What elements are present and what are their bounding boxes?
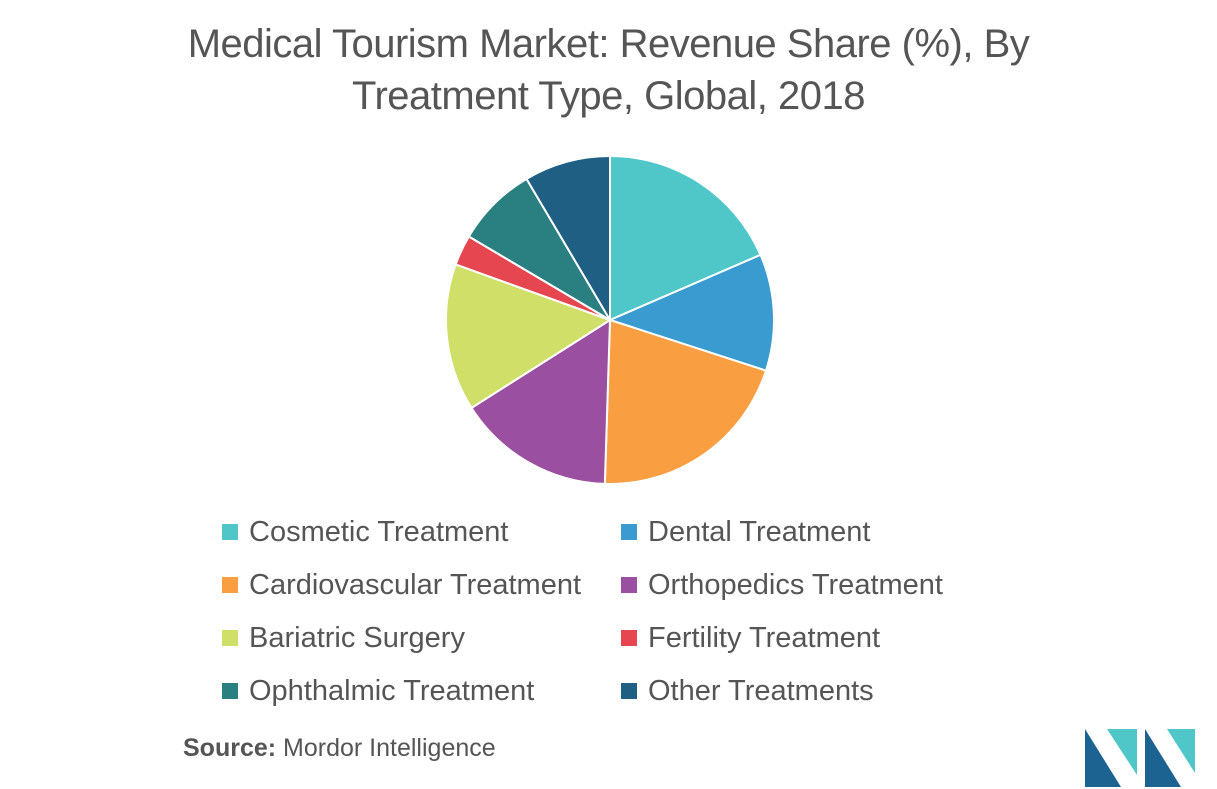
legend-label: Cosmetic Treatment [249,515,509,548]
logo-shape-middle [1107,729,1137,775]
legend-label: Fertility Treatment [648,621,881,654]
source-label: Source: [183,734,277,762]
pie-slice-cosmetic-treatment [609,154,762,322]
legend-label: Orthopedics Treatment [648,568,943,601]
chart-title-line-2: Treatment Type, Global, 2018 [352,74,865,118]
pie-slice-dental-treatment [607,253,775,372]
pie-slice-other-treatments [525,154,611,324]
legend-label: Bariatric Surgery [249,621,465,654]
pie-slice-bariatric-surgery [445,263,613,410]
pie-slice-cardiovascular-treatment [603,318,768,485]
legend-swatch [222,524,238,540]
legend-label: Ophthalmic Treatment [249,674,535,707]
source-note: Source: Mordor Intelligence [183,734,496,763]
legend-swatch [222,630,238,646]
logo-shape-left [1085,729,1121,787]
legend-label: Cardiovascular Treatment [249,568,582,601]
logo-shape-accent [1167,729,1195,773]
legend-item: Other Treatments [621,671,874,711]
chart-title-line-1: Medical Tourism Market: Revenue Share (%… [187,22,1030,66]
legend-label: Dental Treatment [648,515,871,548]
legend-swatch [621,577,637,593]
legend-swatch [621,683,637,699]
legend-item: Bariatric Surgery [222,618,465,658]
legend-item: Cardiovascular Treatment [222,565,581,605]
mordor-intelligence-logo [1085,729,1195,787]
legend-swatch [222,577,238,593]
legend-item: Fertility Treatment [621,618,880,658]
pie-chart [445,154,775,485]
legend-item: Dental Treatment [621,512,870,552]
legend-item: Ophthalmic Treatment [222,671,534,711]
legend-item: Orthopedics Treatment [621,565,943,605]
logo-shape-right [1145,729,1181,787]
legend-swatch [621,524,637,540]
pie-slice-orthopedics-treatment [470,318,612,485]
legend-swatch [621,630,637,646]
chart-title: Medical Tourism Market: Revenue Share (%… [0,18,1217,122]
legend-label: Other Treatments [648,674,874,707]
legend-swatch [222,683,238,699]
source-value: Mordor Intelligence [283,734,496,762]
legend-item: Cosmetic Treatment [222,512,508,552]
